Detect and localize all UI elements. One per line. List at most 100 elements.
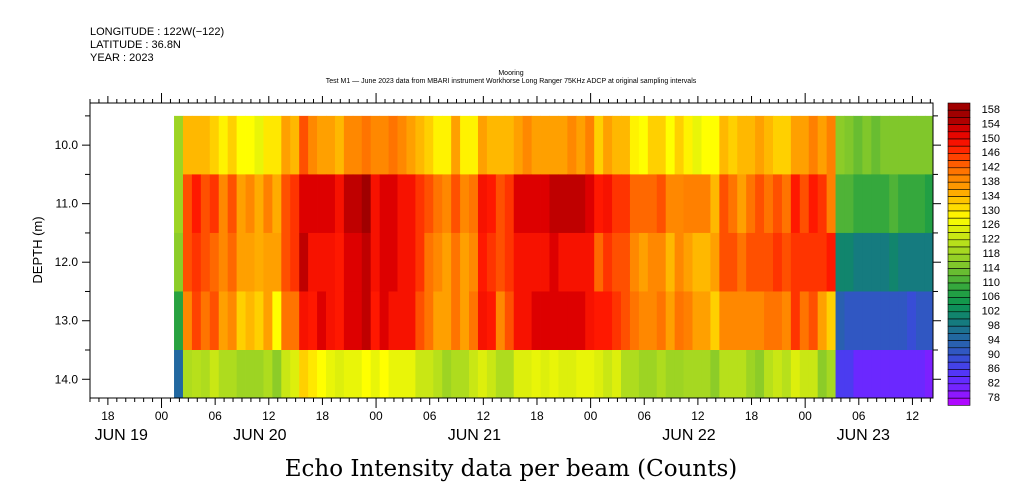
- heatmap-cell: [871, 174, 881, 234]
- heatmap-cell: [182, 174, 193, 234]
- heatmap-cell: [334, 174, 345, 234]
- heatmap-cell: [415, 350, 425, 399]
- heatmap-cell: [621, 232, 631, 292]
- colorbar-swatch: [947, 289, 971, 298]
- heatmap-cell: [513, 115, 524, 175]
- heatmap-cell: [853, 115, 863, 175]
- heatmap-cell: [397, 350, 407, 399]
- heatmap-cell: [558, 291, 568, 351]
- heatmap-cell: [585, 232, 595, 292]
- heatmap-cell: [755, 350, 765, 399]
- heatmap-cell: [683, 174, 693, 234]
- year-label: YEAR : 2023: [90, 52, 154, 64]
- heatmap-cell: [746, 291, 756, 351]
- heatmap-cell: [764, 115, 774, 175]
- heatmap-cell: [469, 232, 479, 292]
- heatmap-cell: [531, 232, 541, 292]
- heatmap-cell: [397, 291, 407, 351]
- heatmap-cell: [406, 350, 416, 399]
- heatmap-cell: [665, 174, 676, 234]
- heatmap-cell: [540, 291, 550, 351]
- heatmap-cell: [924, 174, 934, 234]
- heatmap-cell: [397, 115, 407, 175]
- x-tick-label: 18: [530, 409, 544, 423]
- heatmap-cell: [790, 174, 801, 234]
- heatmap-cell: [647, 350, 658, 399]
- heatmap-cell: [826, 291, 836, 351]
- plot-subtitle: Test M1 — June 2023 data from MBARI inst…: [326, 78, 697, 85]
- heatmap-cell: [326, 115, 336, 175]
- heatmap-cell: [558, 174, 568, 234]
- heatmap-cell: [263, 174, 273, 234]
- heatmap-cell: [218, 291, 229, 351]
- colorbar-label: 94: [988, 334, 1000, 346]
- heatmap-cell: [808, 174, 819, 234]
- x-tick-label: 12: [906, 409, 920, 423]
- heatmap-cell: [469, 115, 479, 175]
- y-tick-label: 14.0: [55, 372, 79, 386]
- heatmap-cell: [227, 115, 238, 175]
- heatmap-cell: [477, 291, 488, 351]
- heatmap-cell: [924, 291, 934, 351]
- heatmap-cell: [594, 174, 604, 234]
- chart-title: Echo Intensity data per beam (Counts): [285, 456, 738, 482]
- heatmap-cell: [916, 291, 926, 351]
- heatmap-cell: [370, 350, 381, 399]
- colorbar-swatch: [947, 361, 971, 370]
- heatmap-cell: [424, 232, 434, 292]
- heatmap-cell: [460, 291, 470, 351]
- heatmap-cell: [629, 174, 640, 234]
- x-date-label: JUN 20: [233, 427, 286, 444]
- heatmap-cell: [397, 232, 407, 292]
- heatmap-cell: [218, 115, 229, 175]
- heatmap-cell: [844, 115, 854, 175]
- heatmap-cell: [880, 291, 890, 351]
- heatmap-cell: [638, 115, 649, 175]
- heatmap-cell: [808, 350, 819, 399]
- heatmap-cell: [245, 291, 255, 351]
- heatmap-cell: [629, 115, 640, 175]
- heatmap-cell: [182, 291, 193, 351]
- heatmap-cell: [460, 232, 470, 292]
- heatmap-cell: [451, 291, 461, 351]
- heatmap-cell: [772, 174, 783, 234]
- heatmap-cell: [272, 174, 282, 234]
- colorbar-swatch: [947, 354, 971, 363]
- colorbar-swatch: [947, 347, 971, 356]
- colorbar-swatch: [947, 232, 971, 241]
- heatmap-cell: [612, 291, 622, 351]
- heatmap-cell: [451, 115, 461, 175]
- colorbar-label: 146: [982, 147, 1000, 159]
- colorbar-swatch: [947, 325, 971, 334]
- colorbar-label: 138: [982, 176, 1000, 188]
- heatmap-cell: [317, 115, 327, 175]
- heatmap-cell: [656, 232, 667, 292]
- heatmap-cell: [799, 115, 810, 175]
- heatmap-cell: [209, 291, 220, 351]
- heatmap-cell: [317, 350, 327, 399]
- heatmap-cell: [531, 174, 541, 234]
- heatmap-cell: [656, 291, 667, 351]
- heatmap-cell: [424, 115, 434, 175]
- heatmap-cell: [755, 174, 765, 234]
- heatmap-cell: [817, 115, 828, 175]
- heatmap-cell: [513, 291, 524, 351]
- heatmap-cell: [683, 291, 693, 351]
- heatmap-cell: [263, 232, 273, 292]
- heatmap-cell: [433, 174, 443, 234]
- heatmap-cell: [558, 115, 568, 175]
- heatmap-cell: [603, 232, 613, 292]
- colorbar-label: 134: [982, 190, 1000, 202]
- y-tick-label: 12.0: [55, 255, 79, 269]
- heatmap-cell: [209, 350, 220, 399]
- heatmap-cell: [862, 174, 872, 234]
- heatmap-cell: [549, 350, 559, 399]
- heatmap-cell: [379, 291, 389, 351]
- heatmap-cell: [504, 232, 515, 292]
- x-tick-label: 06: [852, 409, 866, 423]
- heatmap-cell: [647, 291, 658, 351]
- colorbar-swatch: [947, 117, 971, 125]
- heatmap-cell: [370, 291, 381, 351]
- heatmap-cell: [379, 232, 389, 292]
- heatmap-cell: [182, 115, 193, 175]
